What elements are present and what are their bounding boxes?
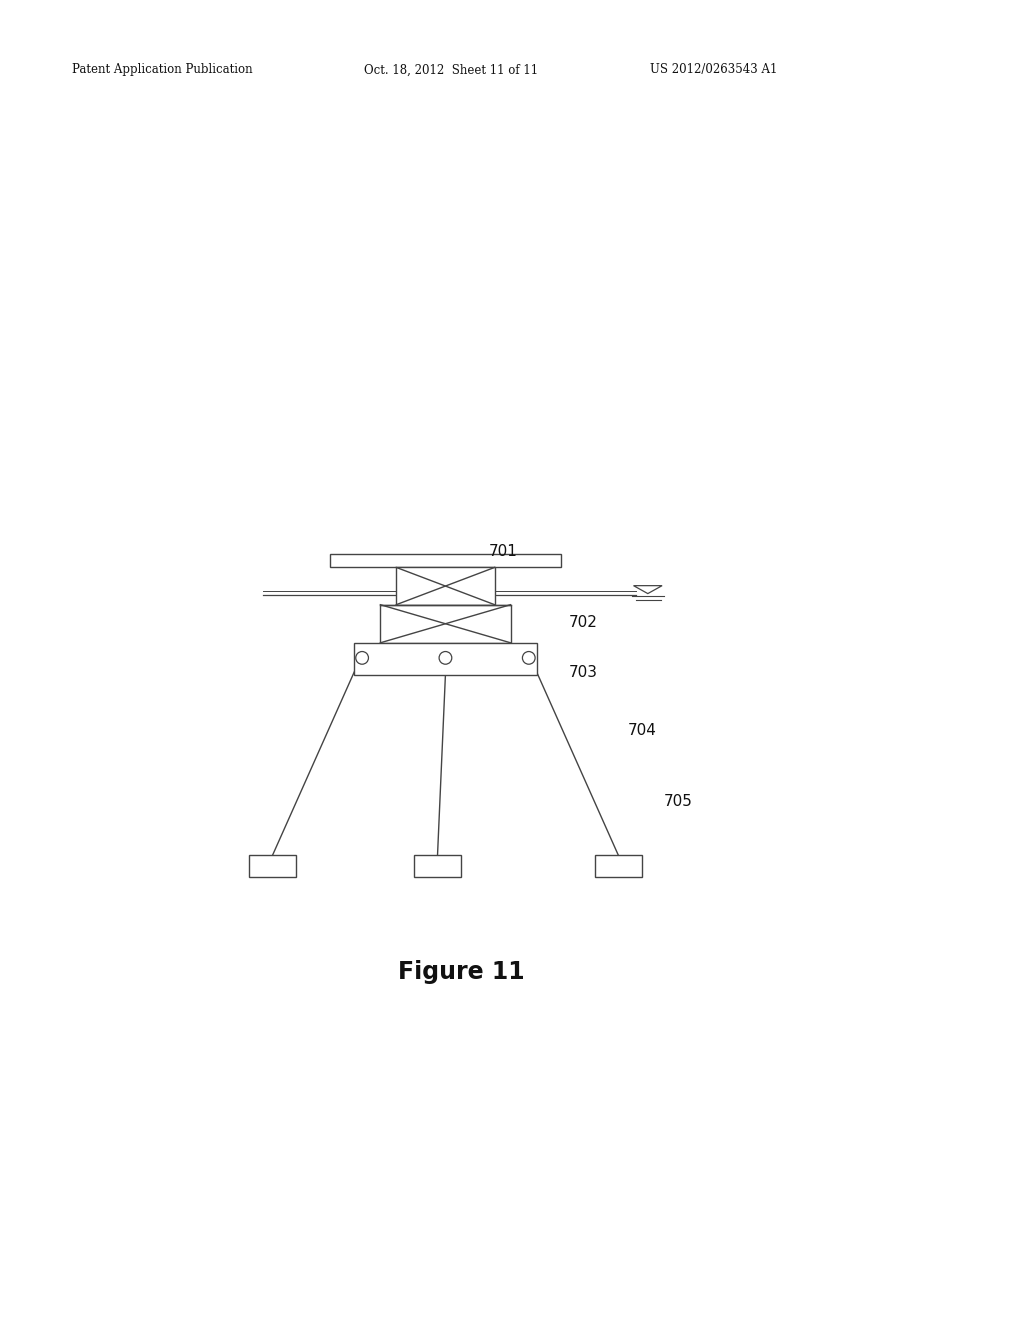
Text: Patent Application Publication: Patent Application Publication [72,63,252,77]
Text: US 2012/0263543 A1: US 2012/0263543 A1 [650,63,777,77]
Text: 701: 701 [489,544,518,560]
Text: 702: 702 [568,615,597,631]
Bar [595,855,642,876]
Text: 703: 703 [568,665,597,680]
Bar [414,855,461,876]
Text: 704: 704 [628,722,656,738]
Text: Figure 11: Figure 11 [398,960,524,985]
Text: 705: 705 [664,795,692,809]
Bar [249,855,296,876]
Bar [354,643,537,675]
Bar [380,605,511,643]
Bar [396,568,495,605]
Text: Oct. 18, 2012  Sheet 11 of 11: Oct. 18, 2012 Sheet 11 of 11 [364,63,538,77]
Bar [331,554,560,568]
